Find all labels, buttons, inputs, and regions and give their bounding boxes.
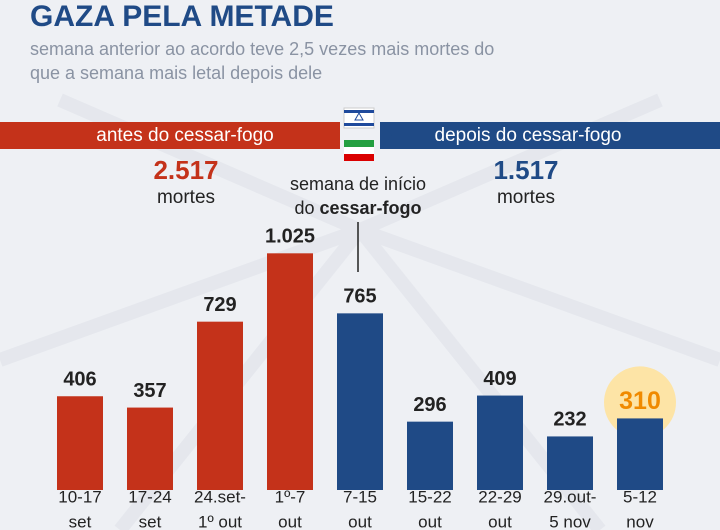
bar (617, 418, 663, 490)
banner-arrow (380, 122, 420, 149)
banner-left (0, 122, 340, 149)
annotation: semana de início (290, 174, 426, 194)
banner-right (380, 122, 720, 149)
x-tick-label: 15-22 (408, 487, 451, 506)
value-label: 406 (63, 369, 96, 391)
x-tick-label: 22-29 (478, 487, 521, 506)
banner-arrow (300, 122, 340, 149)
annotation: do (294, 198, 314, 218)
x-tick-label: 10-17 (58, 487, 101, 506)
banner-right-text: depois do cessar-fogo (435, 125, 622, 146)
bar (57, 396, 103, 490)
bar (407, 421, 453, 490)
x-tick-label: 29.out- (544, 487, 597, 506)
x-tick-label: 5 nov (549, 512, 591, 530)
x-tick-label: set (139, 512, 162, 530)
chart-title: GAZA PELA METADE (30, 0, 334, 33)
x-tick-label: 5-12 (623, 487, 657, 506)
total-left: 2.517 (153, 155, 218, 185)
bar (337, 313, 383, 490)
value-label: 729 (203, 294, 236, 316)
value-label: 310 (619, 387, 661, 415)
total-right: 1.517 (493, 155, 558, 185)
bar (127, 407, 173, 490)
subtitle: semana anterior ao acordo teve 2,5 vezes… (30, 39, 494, 59)
bar (547, 436, 593, 490)
value-label: 296 (413, 394, 446, 416)
value-label: 1.025 (265, 226, 315, 248)
value-label: 409 (483, 368, 516, 390)
x-tick-label: nov (626, 512, 654, 530)
flag-iran (344, 140, 374, 161)
value-label: 765 (343, 286, 376, 308)
x-tick-label: 1º-7 (275, 487, 306, 506)
annotation-bold: cessar-fogo (320, 198, 422, 218)
x-tick-label: 17-24 (128, 487, 171, 506)
value-label: 357 (133, 380, 166, 402)
x-tick-label: 7-15 (343, 487, 377, 506)
subtitle: que a semana mais letal depois dele (30, 63, 322, 83)
bar (267, 253, 313, 490)
x-tick-label: set (69, 512, 92, 530)
banner-left-text: antes do cessar-fogo (96, 125, 273, 146)
value-label: 232 (553, 409, 586, 431)
bar (477, 395, 523, 490)
flag-israel (343, 107, 375, 129)
x-tick-label: out (418, 512, 442, 530)
x-tick-label: out (488, 512, 512, 530)
x-tick-label: out (278, 512, 302, 530)
bar (197, 321, 243, 490)
x-tick-label: out (348, 512, 372, 530)
x-tick-label: 1º out (198, 512, 242, 530)
annotation: do cessar-fogo (294, 198, 421, 218)
x-tick-label: 24.set- (194, 487, 246, 506)
total-right-unit: mortes (497, 187, 555, 208)
total-left-unit: mortes (157, 187, 215, 208)
